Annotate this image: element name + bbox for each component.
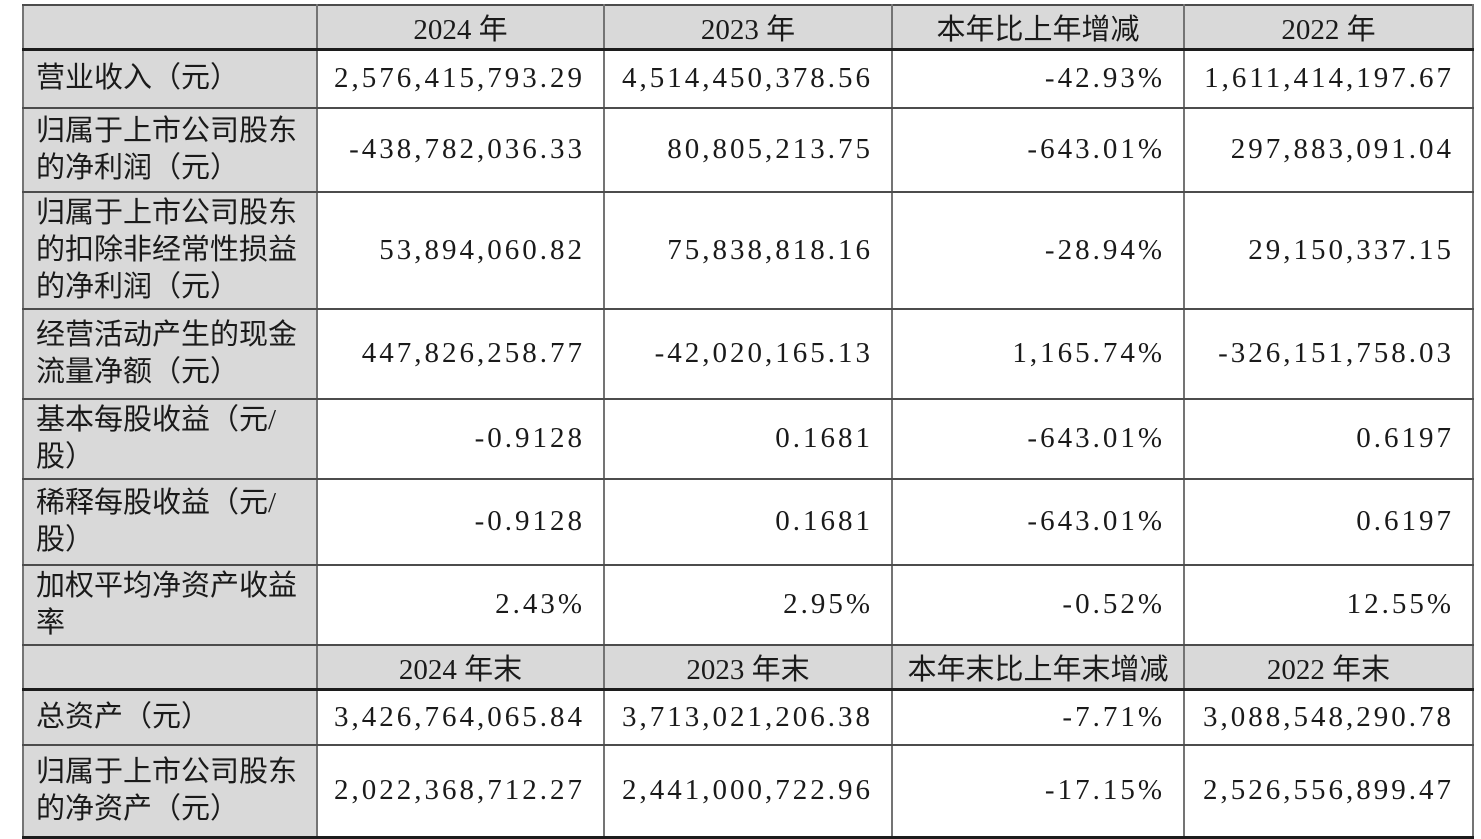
row-label: 经营活动产生的现金流量净额（元） (22, 307, 318, 400)
cell-2022: 2,526,556,899.47 (1183, 744, 1474, 838)
cell-2024: 53,894,060.82 (316, 190, 605, 310)
cell-change: -643.01% (891, 106, 1185, 193)
cell-2024: 2,022,368,712.27 (316, 744, 605, 838)
cell-2024: 3,426,764,065.84 (316, 688, 605, 746)
row-total-assets: 总资产（元） 3,426,764,065.84 3,713,021,206.38… (22, 688, 1474, 746)
row-label: 归属于上市公司股东的净资产（元） (22, 744, 318, 838)
cell-change: -42.93% (891, 48, 1185, 109)
cell-2023: -42,020,165.13 (603, 307, 893, 400)
cell-2022: 12.55% (1183, 563, 1474, 646)
cell-2024: 447,826,258.77 (316, 307, 605, 400)
header-2023: 2023 年 (603, 4, 893, 51)
row-label: 稀释每股收益（元/股） (22, 477, 318, 566)
header-2024-yearend: 2024 年末 (316, 643, 605, 691)
cell-2023: 80,805,213.75 (603, 106, 893, 193)
cell-2022: 3,088,548,290.78 (1183, 688, 1474, 746)
row-net-profit-excl-nonrecurring: 归属于上市公司股东的扣除非经常性损益的净利润（元） 53,894,060.82 … (22, 190, 1474, 310)
row-label: 基本每股收益（元/股） (22, 397, 318, 480)
header-row-annual: 2024 年 2023 年 本年比上年增减 2022 年 (22, 4, 1474, 51)
row-operating-cash-flow: 经营活动产生的现金流量净额（元） 447,826,258.77 -42,020,… (22, 307, 1474, 400)
cell-2023: 0.1681 (603, 397, 893, 480)
cell-2023: 75,838,818.16 (603, 190, 893, 310)
cell-2024: -438,782,036.33 (316, 106, 605, 193)
row-basic-eps: 基本每股收益（元/股） -0.9128 0.1681 -643.01% 0.61… (22, 397, 1474, 480)
header-yearend-change: 本年末比上年末增减 (891, 643, 1185, 691)
row-net-profit-attributable: 归属于上市公司股东的净利润（元） -438,782,036.33 80,805,… (22, 106, 1474, 193)
header-yoy-change: 本年比上年增减 (891, 4, 1185, 51)
row-label: 归属于上市公司股东的扣除非经常性损益的净利润（元） (22, 190, 318, 310)
row-operating-revenue: 营业收入（元） 2,576,415,793.29 4,514,450,378.5… (22, 48, 1474, 109)
header-2022-yearend: 2022 年末 (1183, 643, 1474, 691)
cell-2022: -326,151,758.03 (1183, 307, 1474, 400)
cell-2022: 0.6197 (1183, 477, 1474, 566)
cell-2023: 2,441,000,722.96 (603, 744, 893, 838)
header-row-yearend: 2024 年末 2023 年末 本年末比上年末增减 2022 年末 (22, 643, 1474, 691)
cell-2022: 0.6197 (1183, 397, 1474, 480)
cell-2024: 2,576,415,793.29 (316, 48, 605, 109)
cell-change: -7.71% (891, 688, 1185, 746)
cell-2024: -0.9128 (316, 477, 605, 566)
header-2023-yearend: 2023 年末 (603, 643, 893, 691)
cell-2023: 0.1681 (603, 477, 893, 566)
header-2022: 2022 年 (1183, 4, 1474, 51)
cell-change: -17.15% (891, 744, 1185, 838)
cell-2023: 4,514,450,378.56 (603, 48, 893, 109)
row-diluted-eps: 稀释每股收益（元/股） -0.9128 0.1681 -643.01% 0.61… (22, 477, 1474, 566)
cell-2024: -0.9128 (316, 397, 605, 480)
cell-change: -0.52% (891, 563, 1185, 646)
row-label: 加权平均净资产收益率 (22, 563, 318, 646)
cell-change: -643.01% (891, 477, 1185, 566)
cell-change: -643.01% (891, 397, 1185, 480)
cell-2022: 29,150,337.15 (1183, 190, 1474, 310)
row-net-assets-attributable: 归属于上市公司股东的净资产（元） 2,022,368,712.27 2,441,… (22, 744, 1474, 838)
header-empty-cell (22, 643, 318, 691)
row-weighted-avg-roe: 加权平均净资产收益率 2.43% 2.95% -0.52% 12.55% (22, 563, 1474, 646)
financial-summary-table: 2024 年 2023 年 本年比上年增减 2022 年 营业收入（元） 2,5… (22, 4, 1474, 839)
cell-change: 1,165.74% (891, 307, 1185, 400)
cell-2023: 3,713,021,206.38 (603, 688, 893, 746)
header-2024: 2024 年 (316, 4, 605, 51)
row-label: 归属于上市公司股东的净利润（元） (22, 106, 318, 193)
cell-2022: 1,611,414,197.67 (1183, 48, 1474, 109)
cell-2023: 2.95% (603, 563, 893, 646)
cell-2022: 297,883,091.04 (1183, 106, 1474, 193)
cell-change: -28.94% (891, 190, 1185, 310)
cell-2024: 2.43% (316, 563, 605, 646)
header-empty-cell (22, 4, 318, 51)
row-label: 总资产（元） (22, 688, 318, 746)
row-label: 营业收入（元） (22, 48, 318, 109)
